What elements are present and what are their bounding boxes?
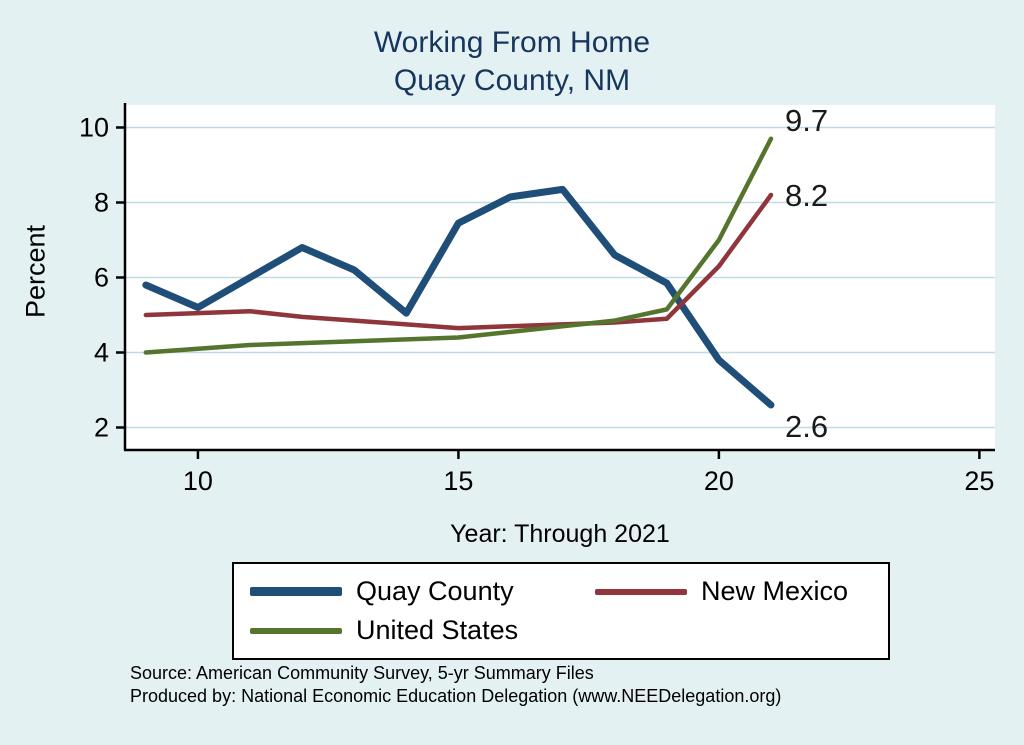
legend-label-united-states: United States — [356, 615, 519, 645]
legend-label-quay-county: Quay County — [356, 576, 514, 606]
chart-title: Working From Home Quay County, NM — [0, 24, 1024, 99]
source-note: Source: American Community Survey, 5-yr … — [130, 663, 594, 683]
x-tick-label: 15 — [443, 466, 473, 496]
legend-label-new-mexico: New Mexico — [701, 576, 849, 606]
end-value-label-united-states: 9.7 — [785, 103, 828, 138]
y-tick-label: 6 — [94, 263, 109, 293]
legend: Quay County New Mexico United States — [232, 562, 890, 660]
end-value-label-quay-county: 2.6 — [785, 409, 828, 444]
chart-title-line1: Working From Home — [373, 26, 651, 59]
y-axis-label: Percent — [20, 224, 51, 319]
y-tick-label: 2 — [94, 413, 109, 443]
chart-title-line2: Quay County, NM — [393, 63, 631, 97]
legend-entry-new-mexico: New Mexico — [595, 576, 872, 607]
end-value-label-new-mexico: 8.2 — [785, 178, 828, 213]
series-line-quay-county — [142, 185, 775, 409]
x-tick-label: 20 — [704, 466, 734, 496]
x-tick-label: 25 — [964, 466, 994, 496]
x-axis-label: Year: Through 2021 — [450, 520, 670, 548]
y-tick-label: 10 — [79, 113, 109, 143]
footer-notes: Source: American Community Survey, 5-yr … — [130, 662, 990, 709]
new-mexico-line-swatch — [595, 588, 687, 595]
y-tick-label: 4 — [94, 338, 109, 368]
series-line-new-mexico — [143, 192, 774, 331]
legend-entry-united-states: United States — [250, 615, 595, 646]
produced-by-note: Produced by: National Economic Education… — [130, 686, 782, 707]
y-tick-label: 8 — [94, 188, 109, 218]
x-tick-label: 10 — [183, 466, 213, 496]
quay-county-line-swatch — [250, 587, 342, 596]
series-line-united-states — [143, 136, 774, 355]
legend-entry-quay-county: Quay County — [250, 576, 595, 607]
united-states-line-swatch — [250, 627, 342, 634]
